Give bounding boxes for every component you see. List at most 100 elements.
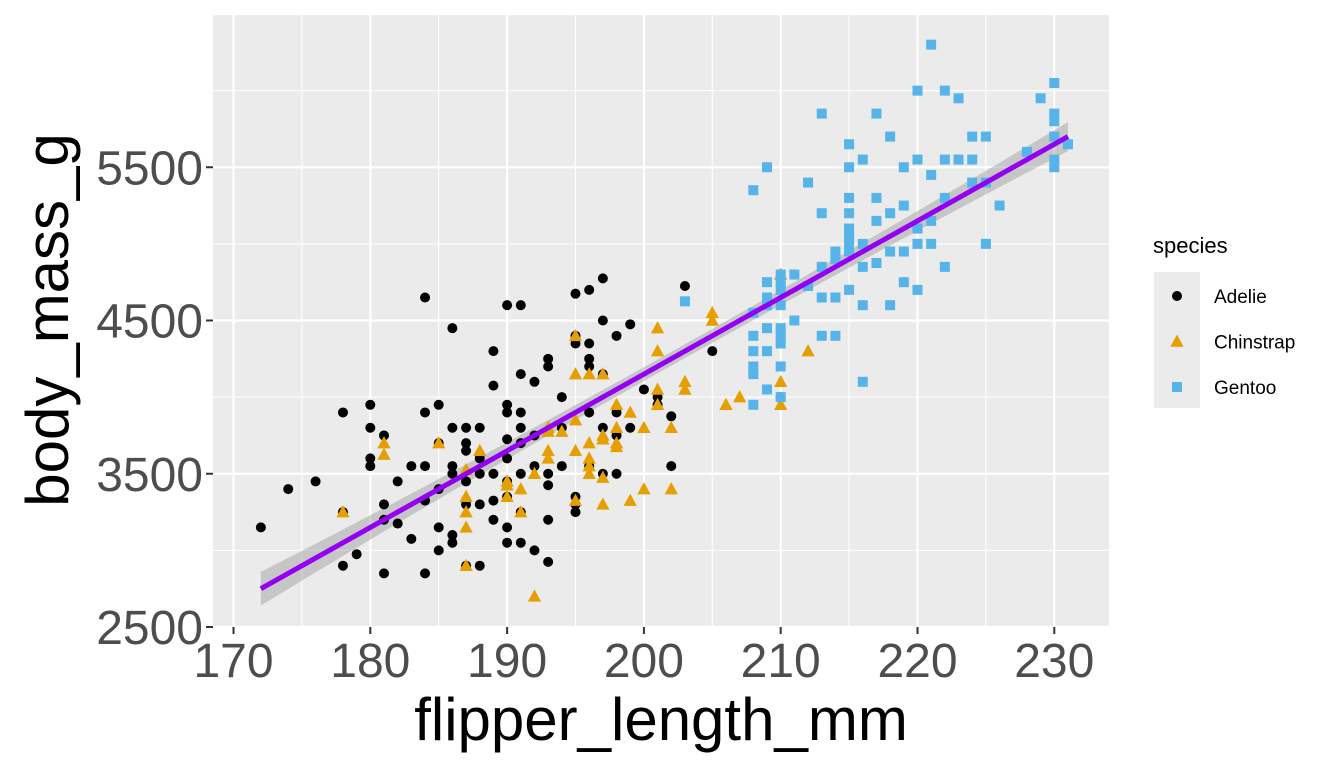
point-gentoo bbox=[816, 330, 827, 341]
point-gentoo bbox=[816, 292, 827, 303]
point-gentoo bbox=[926, 215, 937, 226]
major-gridlines bbox=[213, 12, 1109, 629]
point-gentoo bbox=[953, 154, 964, 165]
point-gentoo bbox=[939, 192, 950, 203]
point-gentoo bbox=[857, 300, 868, 311]
point-adelie bbox=[515, 422, 526, 433]
point-gentoo bbox=[775, 323, 786, 334]
point-gentoo bbox=[775, 330, 786, 341]
point-chinstrap bbox=[705, 313, 719, 326]
point-gentoo bbox=[967, 154, 978, 165]
x-tick-label: 220 bbox=[877, 635, 957, 688]
y-tick-label: 3500 bbox=[96, 449, 203, 502]
x-tick-label: 190 bbox=[467, 635, 547, 688]
point-gentoo bbox=[844, 223, 855, 234]
point-adelie bbox=[488, 346, 499, 357]
point-gentoo bbox=[885, 208, 896, 219]
legend-key-chinstrap bbox=[1170, 334, 1184, 347]
legend-key-adelie bbox=[1172, 291, 1182, 301]
point-adelie bbox=[461, 438, 472, 449]
point-chinstrap bbox=[568, 493, 583, 506]
point-chinstrap bbox=[459, 505, 473, 518]
point-chinstrap bbox=[377, 436, 391, 449]
point-gentoo bbox=[844, 192, 855, 203]
point-chinstrap bbox=[582, 436, 596, 449]
point-adelie bbox=[625, 422, 636, 433]
point-adelie bbox=[488, 514, 499, 525]
point-chinstrap bbox=[568, 328, 583, 342]
point-adelie bbox=[611, 330, 622, 341]
point-gentoo bbox=[871, 258, 882, 269]
point-gentoo bbox=[762, 277, 773, 288]
point-adelie bbox=[365, 461, 376, 472]
x-tick-label: 230 bbox=[1014, 635, 1094, 688]
point-adelie bbox=[529, 461, 540, 472]
point-adelie bbox=[638, 384, 649, 395]
point-gentoo bbox=[844, 162, 855, 173]
point-adelie bbox=[611, 468, 622, 479]
point-gentoo bbox=[1021, 146, 1032, 157]
point-adelie bbox=[447, 530, 458, 541]
point-gentoo bbox=[679, 296, 690, 307]
point-adelie bbox=[447, 468, 458, 479]
point-gentoo bbox=[857, 376, 868, 387]
point-gentoo bbox=[1049, 162, 1060, 173]
point-adelie bbox=[543, 514, 554, 525]
point-adelie bbox=[310, 476, 321, 487]
point-adelie bbox=[515, 369, 526, 380]
x-axis-title: flipper_length_mm bbox=[414, 686, 908, 753]
point-gentoo bbox=[871, 215, 882, 226]
point-gentoo bbox=[789, 269, 800, 280]
point-chinstrap bbox=[582, 367, 596, 380]
point-adelie bbox=[529, 376, 540, 387]
point-chinstrap bbox=[500, 489, 514, 502]
point-gentoo bbox=[898, 277, 909, 288]
point-chinstrap bbox=[514, 482, 528, 495]
point-gentoo bbox=[994, 200, 1005, 211]
point-chinstrap bbox=[568, 413, 583, 426]
point-gentoo bbox=[980, 238, 991, 249]
point-adelie bbox=[406, 533, 417, 544]
point-gentoo bbox=[926, 39, 937, 50]
point-adelie bbox=[584, 407, 595, 418]
point-gentoo bbox=[898, 162, 909, 173]
point-adelie bbox=[543, 353, 554, 364]
y-tick-label: 2500 bbox=[96, 602, 203, 655]
point-gentoo bbox=[912, 284, 923, 295]
point-adelie bbox=[502, 407, 513, 418]
point-chinstrap bbox=[500, 474, 514, 487]
y-tick-label: 4500 bbox=[96, 296, 203, 349]
point-chinstrap bbox=[541, 424, 555, 437]
point-adelie bbox=[543, 480, 554, 491]
point-gentoo bbox=[871, 108, 882, 119]
point-adelie bbox=[337, 560, 348, 571]
legend-label-adelie: Adelie bbox=[1214, 287, 1267, 308]
point-chinstrap bbox=[568, 443, 583, 457]
point-chinstrap bbox=[527, 589, 542, 602]
point-gentoo bbox=[912, 238, 923, 249]
point-gentoo bbox=[912, 223, 923, 234]
point-adelie bbox=[515, 537, 526, 548]
point-gentoo bbox=[830, 292, 841, 303]
x-tick-label: 200 bbox=[604, 635, 684, 688]
point-gentoo bbox=[762, 346, 773, 357]
point-chinstrap bbox=[582, 451, 596, 464]
data-points bbox=[255, 39, 1073, 602]
trend-line-layer bbox=[259, 134, 1070, 591]
point-adelie bbox=[365, 453, 376, 464]
point-gentoo bbox=[885, 300, 896, 311]
point-chinstrap bbox=[774, 374, 788, 388]
point-chinstrap bbox=[637, 420, 651, 434]
point-adelie bbox=[461, 476, 472, 487]
legend-items: Adelie Chinstrap Gentoo bbox=[1170, 287, 1295, 399]
point-chinstrap bbox=[719, 397, 733, 411]
point-chinstrap bbox=[623, 405, 637, 418]
point-gentoo bbox=[1049, 131, 1060, 142]
point-gentoo bbox=[748, 361, 759, 372]
point-adelie bbox=[392, 518, 403, 529]
point-gentoo bbox=[857, 154, 868, 165]
point-adelie bbox=[570, 288, 581, 299]
point-gentoo bbox=[1049, 116, 1060, 127]
point-gentoo bbox=[830, 254, 841, 265]
point-gentoo bbox=[871, 192, 882, 203]
